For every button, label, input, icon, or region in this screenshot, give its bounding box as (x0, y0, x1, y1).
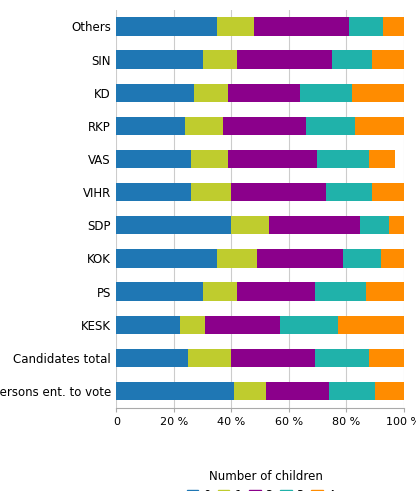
Bar (332, 51, 372, 69)
Bar (188, 349, 231, 367)
Bar (116, 17, 217, 35)
Bar (223, 117, 306, 135)
Bar (349, 17, 384, 35)
Bar (360, 216, 389, 234)
Bar (329, 382, 375, 400)
Bar (369, 349, 404, 367)
Legend: 0, 1, 2, 3, 4+: 0, 1, 2, 3, 4+ (182, 465, 349, 491)
Bar (257, 249, 343, 268)
Bar (191, 150, 228, 168)
Bar (116, 117, 186, 135)
Bar (116, 183, 191, 201)
Bar (231, 183, 326, 201)
Bar (389, 216, 404, 234)
Bar (314, 349, 369, 367)
Bar (116, 83, 194, 102)
Bar (228, 83, 300, 102)
Bar (326, 183, 372, 201)
Bar (237, 51, 332, 69)
Bar (234, 382, 266, 400)
Bar (306, 117, 355, 135)
Bar (237, 282, 314, 300)
Bar (381, 249, 404, 268)
Bar (217, 249, 257, 268)
Bar (191, 183, 231, 201)
Bar (355, 117, 404, 135)
Bar (266, 382, 329, 400)
Bar (194, 83, 228, 102)
Bar (231, 216, 269, 234)
Bar (180, 316, 206, 334)
Bar (116, 249, 217, 268)
Bar (366, 282, 404, 300)
Bar (206, 316, 280, 334)
Bar (203, 282, 237, 300)
Bar (369, 150, 395, 168)
Bar (116, 216, 231, 234)
Bar (116, 316, 180, 334)
Bar (343, 249, 381, 268)
Bar (203, 51, 237, 69)
Bar (337, 316, 404, 334)
Bar (280, 316, 337, 334)
Bar (372, 51, 404, 69)
Bar (186, 117, 223, 135)
Bar (384, 17, 404, 35)
Bar (116, 349, 188, 367)
Bar (116, 382, 234, 400)
Bar (116, 51, 203, 69)
Bar (254, 17, 349, 35)
Bar (317, 150, 369, 168)
Bar (314, 282, 366, 300)
Bar (116, 150, 191, 168)
Bar (116, 282, 203, 300)
Bar (228, 150, 317, 168)
Bar (231, 349, 314, 367)
Bar (269, 216, 360, 234)
Bar (372, 183, 404, 201)
Bar (300, 83, 352, 102)
Bar (375, 382, 404, 400)
Bar (217, 17, 254, 35)
Bar (352, 83, 404, 102)
